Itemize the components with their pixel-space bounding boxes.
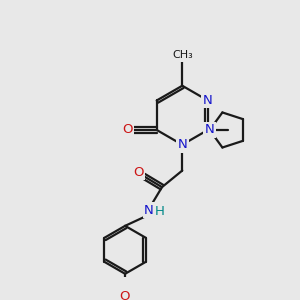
Text: O: O bbox=[133, 166, 143, 179]
Text: CH₃: CH₃ bbox=[172, 50, 193, 60]
Text: N: N bbox=[205, 124, 214, 136]
Text: N: N bbox=[203, 94, 213, 107]
Text: N: N bbox=[144, 204, 154, 217]
Text: H: H bbox=[154, 205, 164, 218]
Text: O: O bbox=[122, 124, 133, 136]
Text: N: N bbox=[177, 138, 187, 151]
Text: O: O bbox=[119, 290, 129, 300]
